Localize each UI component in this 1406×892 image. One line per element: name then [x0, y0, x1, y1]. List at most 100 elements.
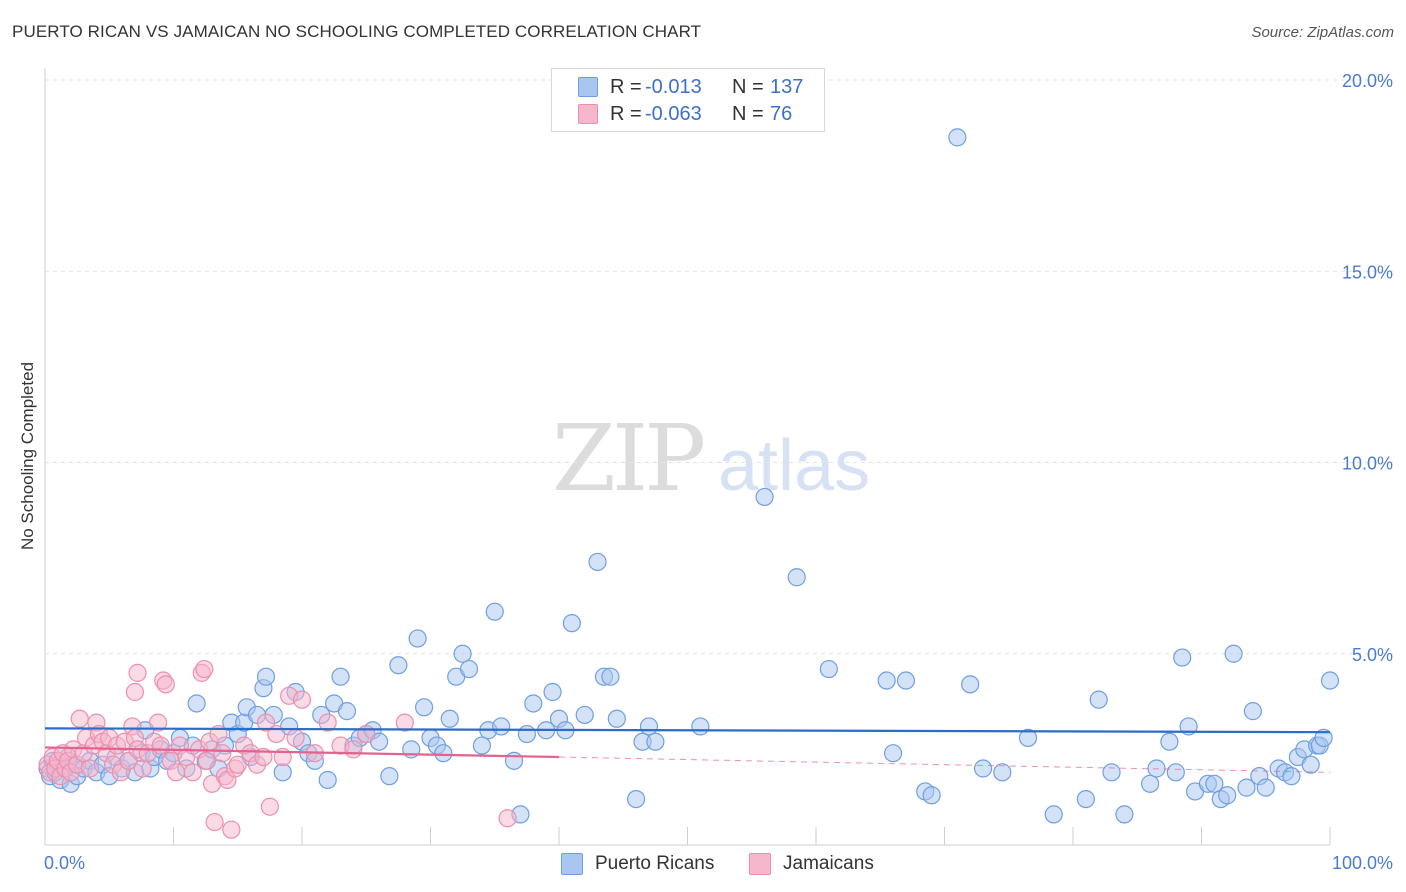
legend-r-label: R =	[610, 102, 642, 125]
puerto-rican-point	[607, 709, 626, 728]
jamaican-trendline-extension	[558, 756, 1331, 773]
puerto-rican-point	[440, 709, 459, 728]
puerto-rican-point	[1140, 774, 1160, 793]
watermark-zip: ZIP	[552, 405, 706, 512]
puerto-rican-point	[896, 671, 916, 690]
legend-row-puerto-rican: R = -0.013 N = 137	[552, 74, 824, 100]
puerto-rican-point	[646, 732, 665, 751]
puerto-rican-point	[331, 667, 350, 686]
legend-r-value: -0.063	[645, 102, 702, 125]
legend-n-label: N =	[732, 102, 764, 125]
jamaican-point	[128, 663, 147, 682]
puerto-rican-point	[492, 717, 511, 736]
legend-r-label: R =	[610, 75, 642, 98]
puerto-rican-point	[389, 656, 408, 675]
puerto-rican-point	[1166, 763, 1185, 782]
bottom-legend-label: Jamaicans	[783, 853, 874, 874]
puerto-rican-point	[588, 552, 607, 572]
watermark-atlas: atlas	[718, 426, 871, 506]
jamaican-point	[133, 759, 152, 778]
puerto-rican-point	[524, 694, 543, 713]
jamaican-point	[357, 724, 376, 744]
bottom-legend-puerto-ricans: Puerto Ricans	[561, 852, 714, 876]
bottom-legend-swatch-blue	[561, 853, 583, 875]
puerto-rican-point	[1224, 644, 1243, 663]
puerto-rican-point	[337, 702, 357, 721]
puerto-rican-point	[575, 705, 594, 725]
puerto-rican-point	[1256, 778, 1275, 797]
y-tick-label: 20.0%	[1342, 71, 1393, 91]
puerto-rican-point	[1320, 671, 1340, 690]
puerto-rican-point	[1160, 732, 1179, 751]
puerto-rican-point	[1044, 805, 1063, 824]
puerto-rican-point	[1173, 648, 1192, 667]
legend: R = -0.013 N = 137 R = -0.063 N = 76	[551, 68, 825, 132]
legend-swatch-blue	[578, 77, 598, 97]
y-tick-label: 15.0%	[1342, 262, 1393, 282]
puerto-rican-point	[922, 786, 941, 805]
jamaican-point	[166, 763, 186, 782]
puerto-rican-point	[485, 602, 504, 621]
puerto-rican-point	[318, 770, 337, 790]
puerto-rican-point	[187, 694, 206, 713]
puerto-rican-point	[472, 736, 491, 755]
puerto-rican-point	[1089, 690, 1108, 709]
puerto-rican-point	[755, 487, 774, 507]
legend-swatch-pink	[578, 104, 598, 124]
legend-n-label: N =	[732, 75, 764, 98]
puerto-rican-point	[273, 763, 292, 782]
puerto-rican-point	[1314, 728, 1333, 748]
bottom-legend-label: Puerto Ricans	[595, 853, 715, 874]
puerto-rican-point	[1102, 763, 1121, 782]
puerto-rican-point	[1018, 728, 1038, 748]
jamaican-point	[197, 751, 217, 770]
puerto-rican-point	[1243, 702, 1263, 721]
jamaican-point	[205, 812, 224, 832]
jamaican-point	[254, 747, 273, 767]
jamaican-point	[395, 713, 414, 732]
puerto-rican-point	[504, 751, 524, 770]
jamaican-point	[228, 755, 247, 774]
puerto-rican-point	[961, 675, 980, 694]
puerto-rican-point	[1218, 786, 1237, 805]
legend-row-jamaican: R = -0.063 N = 76	[552, 101, 824, 127]
puerto-rican-point	[1076, 789, 1095, 809]
puerto-rican-point	[883, 744, 903, 763]
jamaican-point	[286, 728, 305, 748]
y-tick-label: 5.0%	[1352, 645, 1393, 665]
legend-n-value: 76	[770, 102, 793, 125]
puerto-rican-point	[380, 767, 399, 786]
chart-title: PUERTO RICAN VS JAMAICAN NO SCHOOLING CO…	[12, 22, 702, 41]
puerto-rican-point	[459, 659, 479, 679]
puerto-rican-point	[434, 744, 453, 763]
y-tick-label: 10.0%	[1342, 454, 1393, 474]
x-tick-label: 100.0%	[1332, 853, 1393, 873]
jamaican-point	[260, 797, 279, 816]
jamaican-point	[195, 659, 214, 679]
puerto-rican-point	[453, 644, 472, 663]
puerto-rican-point	[414, 698, 434, 717]
puerto-rican-point	[1282, 767, 1301, 786]
jamaican-point	[292, 690, 312, 709]
jamaican-point	[148, 713, 168, 732]
jamaican-point	[222, 820, 241, 839]
puerto-rican-point	[543, 682, 562, 702]
puerto-rican-point	[787, 568, 806, 587]
jamaican-point	[183, 763, 202, 782]
bottom-legend-swatch-pink	[749, 853, 771, 875]
puerto-rican-point	[1301, 755, 1320, 774]
source-label: Source: ZipAtlas.com	[1251, 24, 1394, 41]
jamaican-point	[344, 740, 363, 759]
jamaican-point	[498, 809, 517, 828]
jamaican-point	[125, 682, 145, 702]
puerto-rican-point	[562, 614, 581, 633]
puerto-rican-point	[601, 667, 620, 686]
puerto-rican-point	[1237, 778, 1256, 797]
puerto-rican-point	[626, 789, 646, 809]
jamaican-point	[256, 713, 276, 732]
jamaican-trendline	[44, 746, 560, 759]
jamaican-point	[318, 713, 337, 732]
puerto-rican-point	[517, 724, 536, 744]
jamaican-point	[70, 709, 89, 728]
